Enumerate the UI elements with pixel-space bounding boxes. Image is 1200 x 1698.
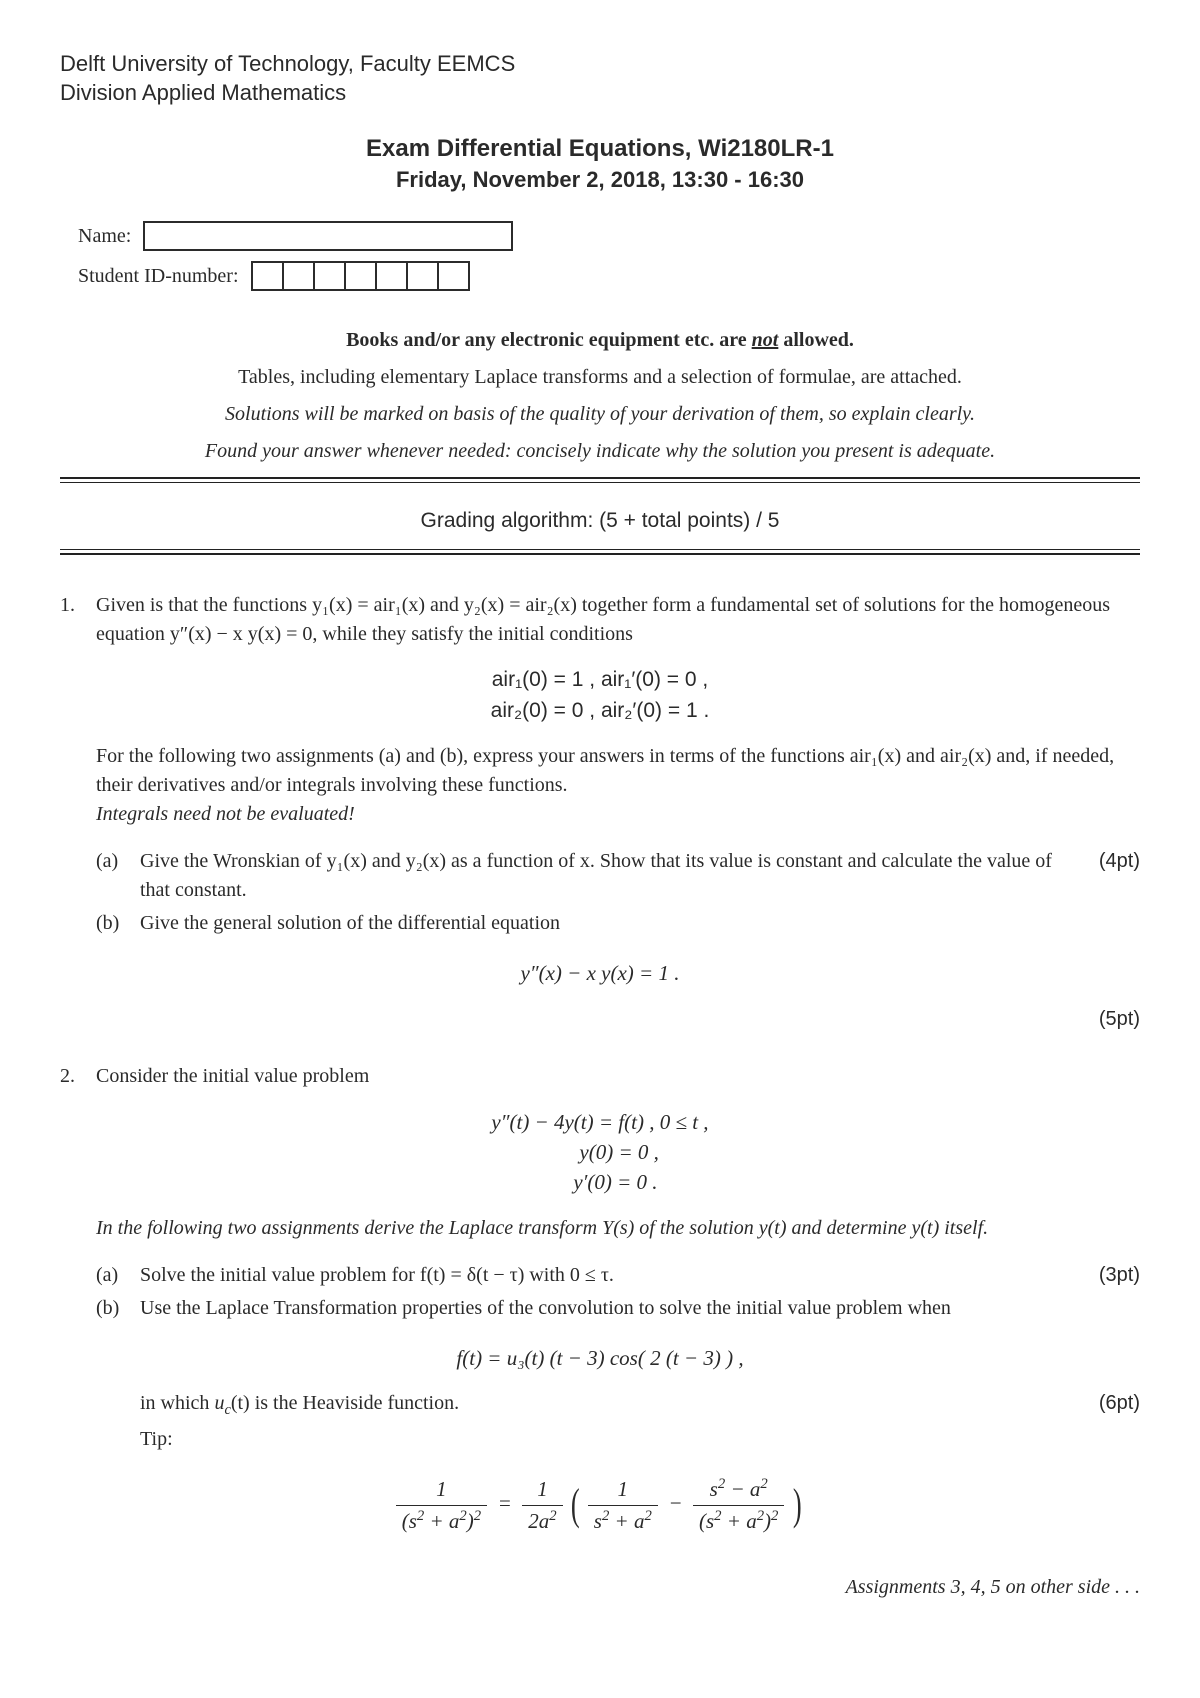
p1b-pts: (5pt) [1099, 1005, 1140, 1034]
rule-block: Grading algorithm: (5 + total points) / … [60, 477, 1140, 555]
footer-note: Assignments 3, 4, 5 on other side . . . [60, 1576, 1140, 1599]
p2a-letter: (a) [96, 1261, 140, 1290]
p1-intro3: Integrals need not be evaluated! [96, 803, 355, 825]
name-field-row: Name: [60, 221, 1140, 251]
p1a-text: Give the Wronskian of y₁(x) and y₂(x) as… [140, 847, 1080, 905]
p1b-letter: (b) [96, 909, 140, 938]
p2-intro: Consider the initial value problem [96, 1062, 1140, 1091]
grading-line: Grading algorithm: (5 + total points) / … [60, 503, 1140, 539]
id-cell[interactable] [406, 261, 439, 291]
id-cell[interactable] [344, 261, 377, 291]
intro-tables: Tables, including elementary Laplace tra… [60, 366, 1140, 389]
p1a-letter: (a) [96, 847, 140, 905]
p2-tip-eq: 1 (s2 + a2)2 = 1 2a2 ( 1 s2 + a2 − s2 − … [60, 1474, 1140, 1536]
problem-number: 2. [60, 1062, 96, 1091]
intro-books: Books and/or any electronic equipment et… [60, 329, 1140, 352]
p2b-eq: f(t) = u₃(t) (t − 3) cos( 2 (t − 3) ) , [60, 1343, 1140, 1373]
id-cell[interactable] [282, 261, 315, 291]
id-cell[interactable] [251, 261, 284, 291]
header: Delft University of Technology, Faculty … [60, 50, 1140, 107]
p2-eq2: y(0) = 0 , [491, 1137, 708, 1167]
p2b-pts: (6pt) [1080, 1389, 1140, 1421]
p2-eq1: y″(t) − 4y(t) = f(t) , 0 ≤ t , [491, 1107, 708, 1137]
header-line-2: Division Applied Mathematics [60, 79, 1140, 108]
p2a-text: Solve the initial value problem for f(t)… [140, 1261, 1080, 1290]
p1b-eq: y″(x) − x y(x) = 1 . [60, 958, 1140, 988]
p1-cond2: air₂(0) = 0 , air₂′(0) = 1 . [491, 699, 710, 722]
intro-books-suffix: allowed. [778, 329, 854, 351]
id-cell[interactable] [313, 261, 346, 291]
intro-solutions: Solutions will be marked on basis of the… [60, 403, 1140, 426]
p1b-pts-line: (5pt) [60, 1005, 1140, 1034]
problem-2: 2. Consider the initial value problem y″… [60, 1062, 1140, 1537]
intro-books-prefix: Books and/or any electronic equipment et… [346, 329, 752, 351]
p1-intro2: For the following two assignments (a) an… [96, 745, 1114, 796]
exam-title: Exam Differential Equations, Wi2180LR-1 [60, 135, 1140, 163]
name-label: Name: [78, 225, 131, 248]
p2-direction: In the following two assignments derive … [96, 1214, 1140, 1243]
intro-found: Found your answer whenever needed: conci… [60, 440, 1140, 463]
p1a-pts: (4pt) [1080, 847, 1140, 905]
p1-conditions: air₁(0) = 1 , air₁′(0) = 0 , air₂(0) = 0… [60, 665, 1140, 726]
exam-subtitle: Friday, November 2, 2018, 13:30 - 16:30 [60, 167, 1140, 193]
name-input-box[interactable] [143, 221, 513, 251]
problem-number: 1. [60, 591, 96, 649]
id-label: Student ID-number: [78, 265, 239, 288]
p2b-after: in which uc(t) is the Heaviside function… [140, 1389, 1080, 1421]
p2-tip-label: Tip: [140, 1425, 1080, 1454]
p1-cond1: air₁(0) = 1 , air₁′(0) = 0 , [492, 668, 709, 691]
p2-ivp: y″(t) − 4y(t) = f(t) , 0 ≤ t , y(0) = 0 … [60, 1107, 1140, 1198]
p1b-text: Give the general solution of the differe… [140, 909, 1080, 938]
header-line-1: Delft University of Technology, Faculty … [60, 50, 1140, 79]
intro-books-not: not [752, 329, 779, 351]
id-field-row: Student ID-number: [60, 261, 1140, 291]
p2-eq3: y′(0) = 0 . [491, 1167, 708, 1197]
problem-1: 1. Given is that the functions y₁(x) = a… [60, 591, 1140, 1033]
problem-1-intro: Given is that the functions y₁(x) = air₁… [96, 591, 1140, 649]
id-input-boxes[interactable] [251, 261, 470, 291]
id-cell[interactable] [437, 261, 470, 291]
p2b-text: Use the Laplace Transformation propertie… [140, 1294, 1080, 1323]
id-cell[interactable] [375, 261, 408, 291]
p2b-letter: (b) [96, 1294, 140, 1323]
p2a-pts: (3pt) [1080, 1261, 1140, 1290]
